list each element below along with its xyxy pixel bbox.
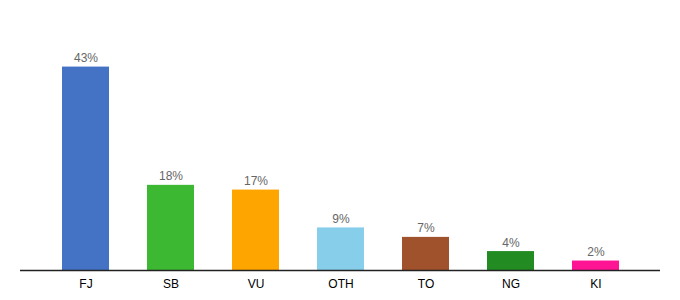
svg-text:SB: SB: [163, 277, 179, 291]
svg-text:2%: 2%: [587, 245, 605, 259]
svg-text:17%: 17%: [244, 174, 268, 188]
svg-text:TO: TO: [418, 277, 434, 291]
svg-text:43%: 43%: [74, 51, 98, 65]
svg-text:VU: VU: [248, 277, 265, 291]
svg-text:OTH: OTH: [328, 277, 353, 291]
svg-text:FJ: FJ: [79, 277, 92, 291]
svg-text:7%: 7%: [417, 221, 435, 235]
svg-text:18%: 18%: [159, 169, 183, 183]
svg-text:9%: 9%: [332, 212, 350, 226]
svg-text:NG: NG: [502, 277, 520, 291]
svg-text:KI: KI: [590, 277, 601, 291]
svg-text:4%: 4%: [502, 236, 520, 250]
